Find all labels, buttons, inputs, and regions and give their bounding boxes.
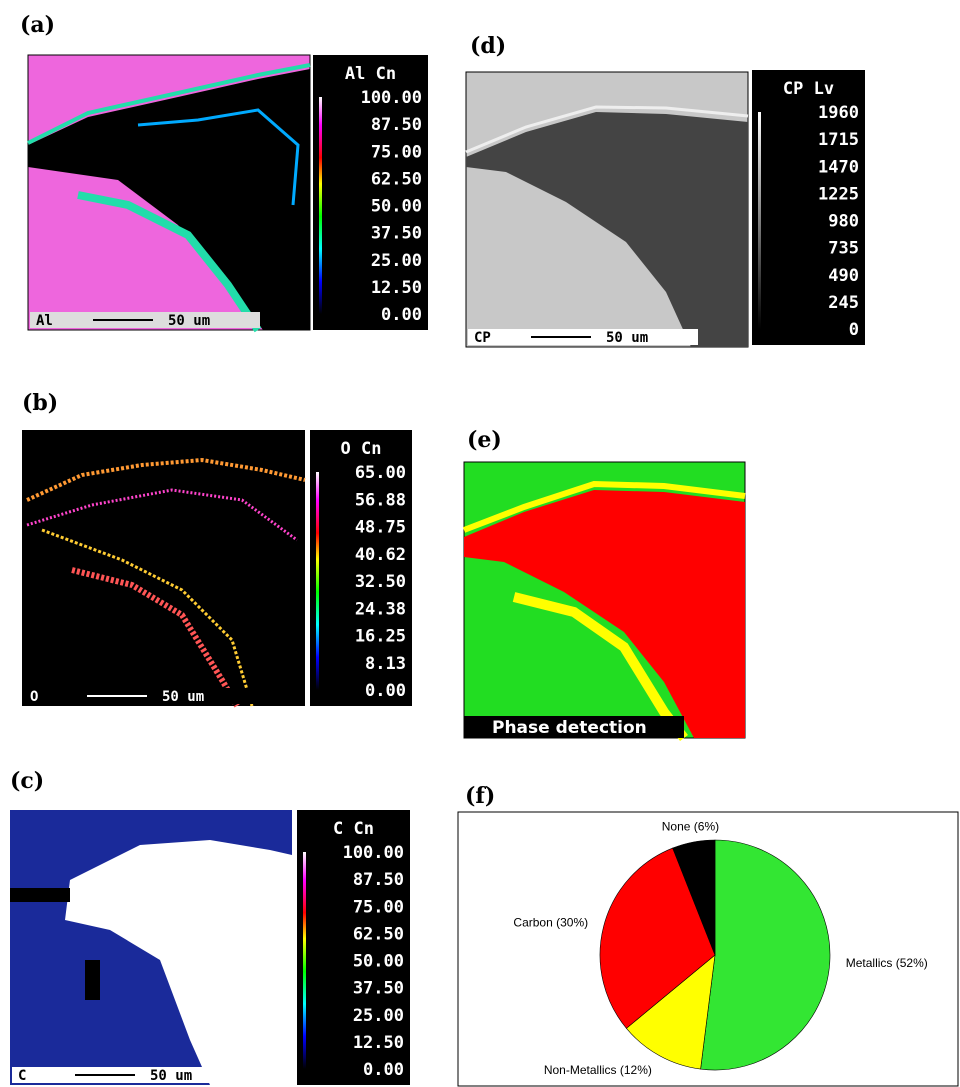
colorbar-tick-label: 56.88 xyxy=(355,490,406,510)
colorbar xyxy=(316,472,319,690)
colorbar-tick-label: 25.00 xyxy=(353,1006,404,1026)
colorbar-tick-label: 87.50 xyxy=(353,870,404,890)
colorbar-tick-label: 65.00 xyxy=(355,463,406,483)
colorbar xyxy=(303,852,306,1069)
colorbar-tick-label: 37.50 xyxy=(371,224,422,244)
panel-label: (a) xyxy=(20,12,55,38)
colorbar-tick-label: 245 xyxy=(828,293,859,313)
panel-label: (d) xyxy=(470,33,506,59)
colorbar-tick-label: 75.00 xyxy=(371,142,422,162)
colorbar-tick-label: 12.50 xyxy=(353,1033,404,1053)
colorbar-tick-label: 50.00 xyxy=(353,952,404,972)
cp-map xyxy=(466,72,748,347)
colorbar-tick-label: 50.00 xyxy=(371,197,422,217)
colorbar-tick-label: 8.13 xyxy=(365,654,406,674)
colorbar-tick-label: 0.00 xyxy=(363,1060,404,1080)
colorbar-tick-label: 100.00 xyxy=(343,843,404,863)
scale-element: O xyxy=(30,689,38,705)
map-bg xyxy=(22,430,305,706)
colorbar-tick-label: 75.00 xyxy=(353,897,404,917)
colorbar-tick-label: 25.00 xyxy=(371,251,422,271)
colorbar-tick-label: 1225 xyxy=(818,184,859,204)
colorbar-tick-label: 40.62 xyxy=(355,545,406,565)
panel-label: (e) xyxy=(467,427,502,453)
colorbar-tick-label: 16.25 xyxy=(355,627,406,647)
slice-label: Carbon (30%) xyxy=(513,915,588,929)
panel-label: (b) xyxy=(22,390,58,416)
al-map xyxy=(28,55,310,330)
scale-element: CP xyxy=(474,330,491,346)
colorbar-tick-label: 48.75 xyxy=(355,518,406,538)
colorbar-tick-label: 490 xyxy=(828,266,859,286)
phase-map: Phase detection xyxy=(464,462,745,738)
slice-label: None (6%) xyxy=(662,819,719,833)
scale-element: C xyxy=(18,1068,26,1084)
colorbar-tick-label: 980 xyxy=(828,212,859,232)
scale-length: 50 um xyxy=(150,1068,192,1084)
colorbar-tick-label: 32.50 xyxy=(355,572,406,592)
figure: Phase detection (e) (f) (a) Al 50 um Al Cn 1… xyxy=(0,0,960,1087)
colorbar-tick-label: 1715 xyxy=(818,130,859,150)
colorbar-tick-label: 24.38 xyxy=(355,599,406,619)
scale-element: Al xyxy=(36,313,53,329)
scale-length: 50 um xyxy=(168,313,210,329)
colorbar-tick-label: 0 xyxy=(849,320,859,340)
scale-length: 50 um xyxy=(162,689,204,705)
colorbar-tick-label: 1960 xyxy=(818,103,859,123)
void xyxy=(85,960,100,1000)
colorbar-tick-label: 100.00 xyxy=(361,88,422,108)
colorbar-title: CP Lv xyxy=(783,79,834,99)
o-map xyxy=(22,430,305,706)
colorbar xyxy=(319,97,322,314)
slice-label: Non-Metallics (12%) xyxy=(544,1063,652,1077)
colorbar-tick-label: 62.50 xyxy=(353,924,404,944)
colorbar-tick-label: 37.50 xyxy=(353,979,404,999)
colorbar-title: C Cn xyxy=(333,819,374,839)
slice-label: Metallics (52%) xyxy=(846,956,928,970)
void xyxy=(10,888,70,902)
caption: Phase detection xyxy=(492,718,647,738)
colorbar-title: Al Cn xyxy=(345,64,396,84)
colorbar-tick-label: 0.00 xyxy=(365,681,406,701)
scale-length: 50 um xyxy=(606,330,648,346)
panel-label: (c) xyxy=(10,768,44,794)
colorbar-title: O Cn xyxy=(341,439,382,459)
colorbar xyxy=(758,112,761,329)
colorbar-tick-label: 12.50 xyxy=(371,278,422,298)
chart-title: (f) xyxy=(465,783,495,809)
colorbar-tick-label: 62.50 xyxy=(371,169,422,189)
colorbar-tick-label: 0.00 xyxy=(381,305,422,325)
colorbar-tick-label: 87.50 xyxy=(371,115,422,135)
colorbar-tick-label: 735 xyxy=(828,239,859,259)
colorbar-tick-label: 1470 xyxy=(818,157,859,177)
c-map xyxy=(10,810,292,1085)
